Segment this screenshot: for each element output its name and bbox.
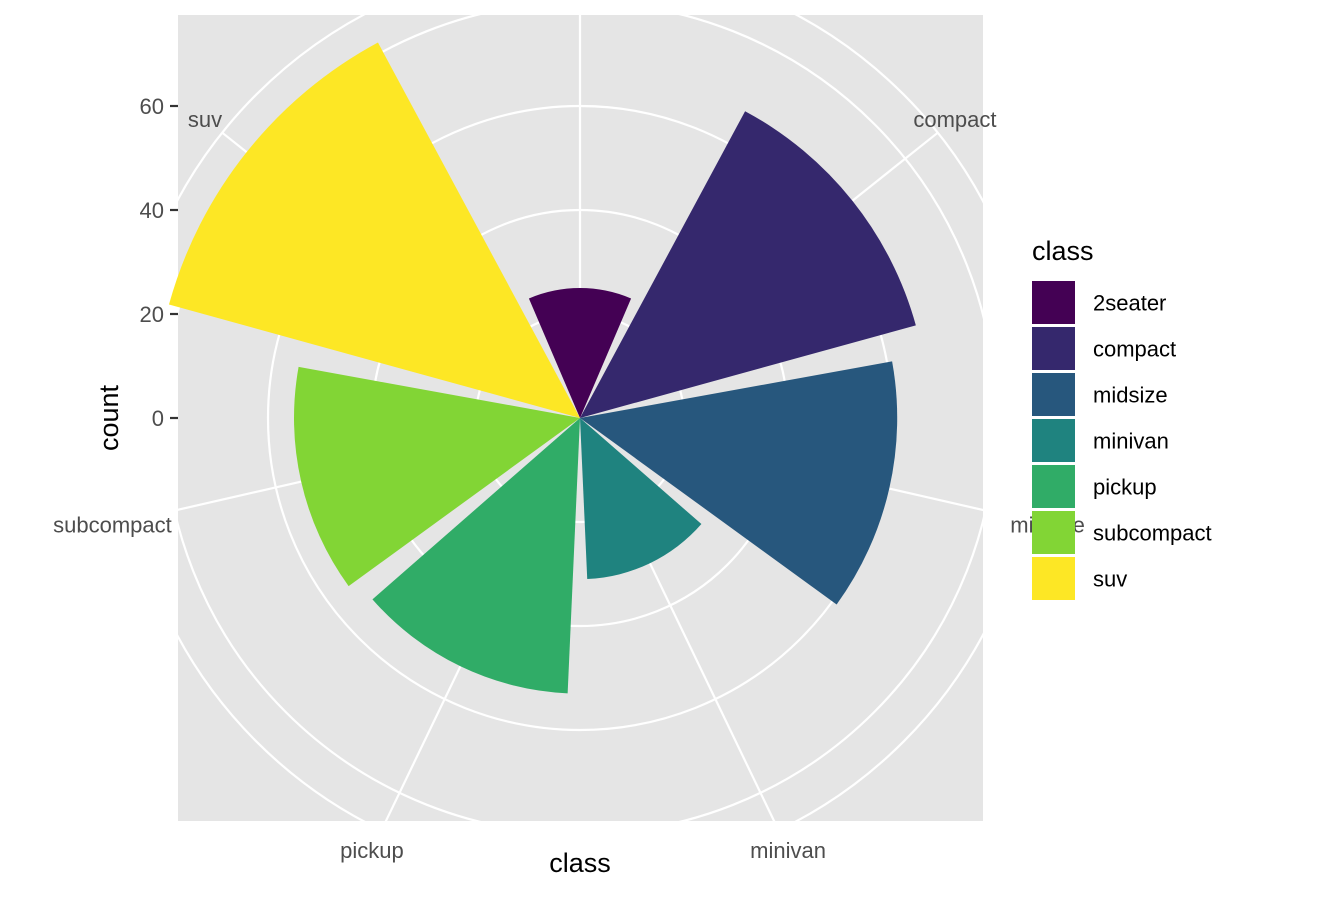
bar-2seater [528,288,632,418]
legend-label-pickup: pickup [1093,475,1157,500]
y-tick-label: 0 [152,406,164,431]
legend-key-compact [1032,327,1075,370]
y-tick-label: 40 [140,198,164,223]
grid-circle-outer [121,0,1039,877]
legend-key-subcompact [1032,511,1075,554]
legend-label-2seater: 2seater [1093,291,1166,316]
legend-key-minivan [1032,419,1075,462]
bar-midsize [580,361,898,605]
legend-key-midsize [1032,373,1075,416]
legend-key-pickup [1032,465,1075,508]
legend-title: class [1032,236,1094,266]
legend-label-subcompact: subcompact [1093,521,1212,546]
legend-items: 2seater compact midsize minivan pickup subcom… [1032,281,1212,600]
legend: class 2seater compact midsize minivan pickup… [1032,236,1212,600]
bar-subcompact [294,366,580,587]
grid-spoke [624,511,780,831]
y-axis-title: count [94,384,124,451]
legend-key-suv [1032,557,1075,600]
bar-minivan [580,418,702,580]
category-label-minivan: minivan [750,838,826,863]
bars-layer [168,42,916,694]
legend-key-2seater [1032,281,1075,324]
y-axis: 0 20 40 60 [140,94,178,431]
y-tick-label: 60 [140,94,164,119]
x-axis-title: class [549,848,611,878]
legend-label-midsize: midsize [1093,383,1168,408]
legend-label-suv: suv [1093,567,1127,592]
bar-compact [580,111,916,419]
bar-suv [168,42,580,418]
y-tick-label: 20 [140,302,164,327]
bar-pickup [372,418,580,694]
category-label-compact: compact [913,107,996,132]
legend-label-compact: compact [1093,337,1176,362]
category-label-pickup: pickup [340,838,404,863]
category-label-subcompact: subcompact [53,513,172,538]
category-label-suv: suv [188,107,222,132]
legend-label-minivan: minivan [1093,429,1169,454]
